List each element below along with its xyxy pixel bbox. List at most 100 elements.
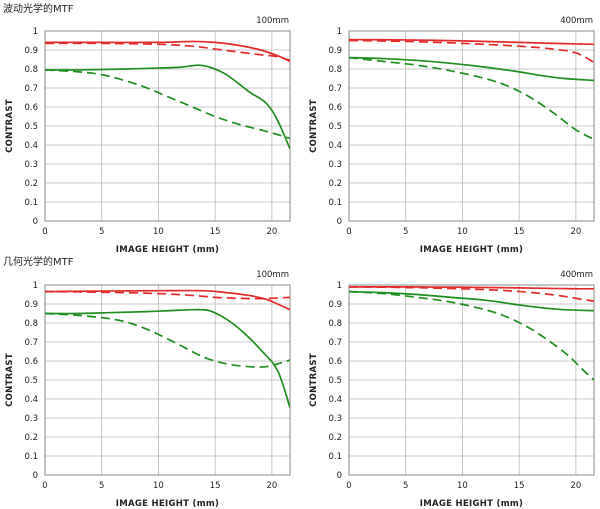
y-tick-label: 0 [337, 471, 342, 481]
y-tick-label: 0.5 [24, 376, 38, 386]
x-axis-title: IMAGE HEIGHT (mm) [420, 245, 523, 255]
y-axis-title: CONTRAST [309, 99, 319, 153]
y-tick-label: 0.1 [328, 452, 342, 462]
x-tick-label: 20 [266, 481, 277, 491]
series-line-green-dashed [349, 56, 594, 141]
y-tick-label: 0.3 [24, 414, 38, 424]
y-axis-title: CONTRAST [5, 99, 15, 153]
y-tick-label: 0.6 [24, 103, 38, 113]
plot-frame [44, 284, 291, 476]
series-line-red-solid [45, 40, 290, 63]
y-tick-label: 0.2 [328, 179, 342, 189]
y-tick-label: 0.4 [328, 141, 342, 151]
y-tick-label: 1 [337, 27, 342, 37]
x-tick-label: 10 [457, 227, 468, 237]
y-tick-label: 0.2 [328, 433, 342, 443]
series-line-red-dashed [45, 42, 290, 62]
y-tick-label: 0.1 [328, 198, 342, 208]
y-tick-label: 0.8 [24, 319, 38, 329]
y-tick-label: 0.6 [328, 357, 342, 367]
y-tick-label: 0.2 [24, 433, 38, 443]
focal-length-label: 100mm [256, 16, 289, 26]
x-tick-label: 15 [210, 227, 221, 237]
y-tick-label: 0.1 [24, 198, 38, 208]
x-tick-label: 10 [153, 227, 164, 237]
x-tick-label: 5 [403, 481, 408, 491]
y-tick-label: 0.7 [24, 338, 38, 348]
y-tick-label: 0.8 [328, 319, 342, 329]
y-tick-label: 0.4 [24, 141, 38, 151]
mtf-chart-400mm-2: 00.10.20.30.40.50.60.70.80.910 5 10 15 20IMA… [309, 16, 595, 255]
plot-frame [348, 30, 595, 222]
y-tick-label: 0.2 [24, 179, 38, 189]
y-tick-label: 0 [33, 217, 38, 227]
y-tick-label: 0.3 [328, 414, 342, 424]
x-tick-label: 15 [210, 481, 221, 491]
x-tick-label: 5 [99, 481, 104, 491]
y-tick-label: 0.7 [24, 84, 38, 94]
x-tick-label: 5 [403, 227, 408, 237]
series-line-green-solid [45, 64, 290, 150]
series-line-green-dashed [45, 312, 290, 368]
series-line-green-dashed [45, 69, 290, 140]
y-tick-label: 0.6 [328, 103, 342, 113]
x-tick-label: 20 [570, 481, 581, 491]
series-line-red-dashed [349, 286, 594, 302]
x-tick-label: 10 [153, 481, 164, 491]
y-tick-label: 1 [337, 281, 342, 291]
y-tick-label: 0.9 [328, 300, 342, 310]
y-tick-label: 0.9 [24, 300, 38, 310]
x-tick-label: 15 [514, 481, 525, 491]
series-line-red-dashed [349, 39, 594, 64]
mtf-chart-100mm-3: 00.10.20.30.40.50.60.70.80.910 5 10 15 20IMA… [5, 270, 291, 509]
y-tick-label: 0.8 [328, 65, 342, 75]
y-tick-label: 0.1 [24, 452, 38, 462]
section-title-geometric-optics: 几何光学的MTF [3, 255, 74, 268]
y-tick-label: 0 [33, 471, 38, 481]
y-tick-label: 0.5 [24, 122, 38, 132]
series-line-green-solid [349, 56, 594, 82]
series-line-green-dashed [349, 290, 594, 381]
y-axis-title: CONTRAST [309, 353, 319, 407]
y-tick-label: 0 [337, 217, 342, 227]
y-tick-label: 0.6 [24, 357, 38, 367]
y-tick-label: 0.5 [328, 122, 342, 132]
y-tick-label: 0.5 [328, 376, 342, 386]
mtf-charts: 00.10.20.30.40.50.60.70.80.910 5 10 15 20IMA… [5, 16, 595, 509]
focal-length-label: 400mm [560, 16, 593, 26]
y-tick-label: 0.3 [24, 160, 38, 170]
y-tick-label: 0.8 [24, 65, 38, 75]
focal-length-label: 100mm [256, 270, 289, 280]
x-axis-title: IMAGE HEIGHT (mm) [116, 499, 219, 509]
y-tick-label: 0.7 [328, 84, 342, 94]
x-tick-label: 0 [346, 481, 351, 491]
y-tick-label: 0.3 [328, 160, 342, 170]
mtf-chart-100mm-1: 00.10.20.30.40.50.60.70.80.910 5 10 15 20IMA… [5, 16, 291, 255]
focal-length-label: 400mm [560, 270, 593, 280]
x-tick-label: 10 [457, 481, 468, 491]
y-tick-label: 1 [33, 27, 38, 37]
section-title-wave-optics: 波动光学的MTF [3, 2, 74, 15]
series-line-green-solid [45, 308, 290, 408]
y-tick-label: 0.4 [328, 395, 342, 405]
x-tick-label: 15 [514, 227, 525, 237]
series-line-red-dashed [45, 290, 290, 300]
x-axis-title: IMAGE HEIGHT (mm) [116, 245, 219, 255]
series-line-red-solid [45, 289, 290, 311]
y-tick-label: 0.4 [24, 395, 38, 405]
x-tick-label: 0 [42, 481, 47, 491]
x-tick-label: 20 [570, 227, 581, 237]
x-tick-label: 0 [42, 227, 47, 237]
x-axis-title: IMAGE HEIGHT (mm) [420, 499, 523, 509]
y-axis-title: CONTRAST [5, 353, 15, 407]
x-tick-label: 20 [266, 227, 277, 237]
x-tick-label: 0 [346, 227, 351, 237]
y-tick-label: 0.9 [24, 46, 38, 56]
series-line-red-solid [349, 38, 594, 46]
mtf-chart-400mm-4: 00.10.20.30.40.50.60.70.80.910 5 10 15 20IMA… [309, 270, 595, 509]
x-tick-label: 5 [99, 227, 104, 237]
y-tick-label: 0.7 [328, 338, 342, 348]
y-tick-label: 1 [33, 281, 38, 291]
series-line-green-solid [349, 290, 594, 312]
